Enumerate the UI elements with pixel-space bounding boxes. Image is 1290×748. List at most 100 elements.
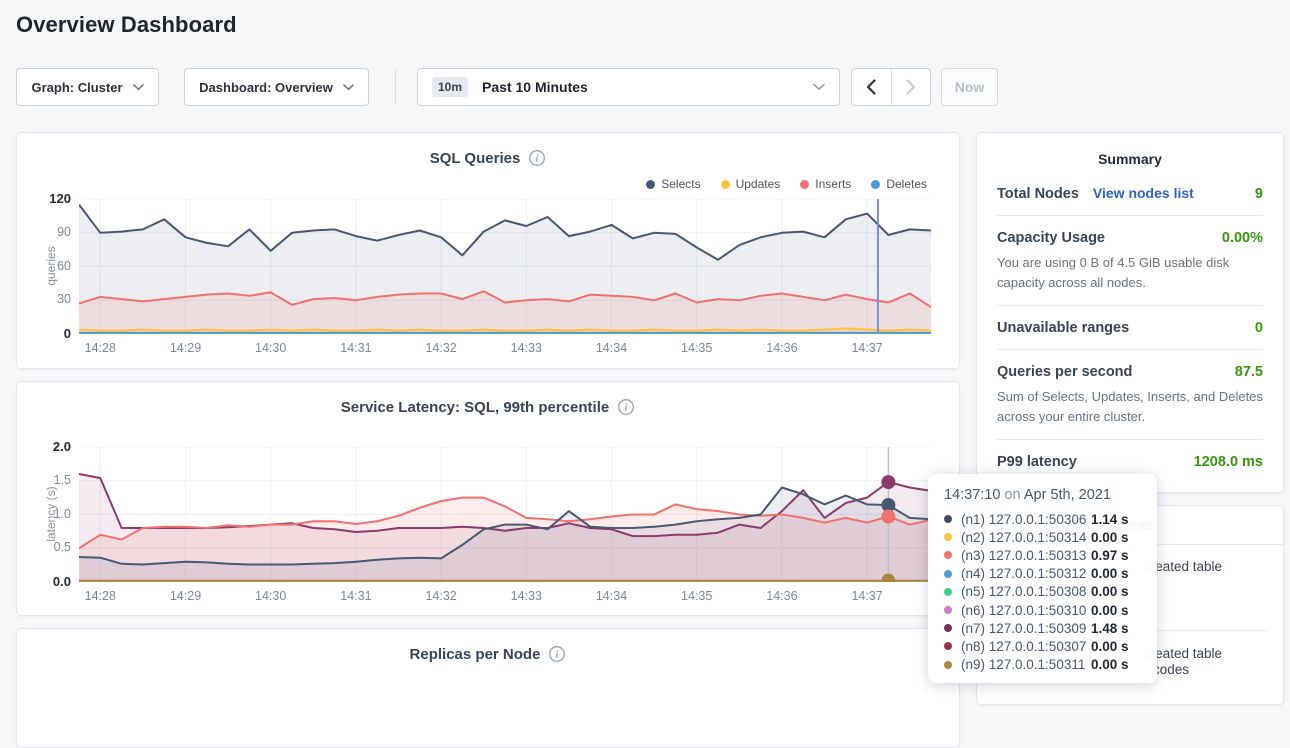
tooltip-node-value: 0.00 s bbox=[1091, 602, 1129, 618]
legend-label: Deletes bbox=[886, 177, 927, 191]
summary-metric-label: P99 latency bbox=[997, 454, 1077, 470]
dashboard-dropdown-label: Dashboard: Overview bbox=[199, 79, 333, 95]
legend-item-deletes[interactable]: Deletes bbox=[871, 177, 927, 191]
legend-item-updates[interactable]: Updates bbox=[720, 177, 780, 191]
chevron-down-icon bbox=[813, 83, 825, 91]
tooltip-row: (n8) 127.0.0.1:50307 0.00 s bbox=[944, 637, 1141, 655]
x-axis-tick: 14:31 bbox=[340, 589, 372, 603]
sql-queries-chart-title: SQL Queries bbox=[429, 149, 521, 167]
summary-row: Total Nodes View nodes list 9 bbox=[997, 171, 1263, 216]
tooltip-node-address: (n6) 127.0.0.1:50310 bbox=[961, 602, 1087, 618]
tooltip-node-value: 0.00 s bbox=[1091, 529, 1129, 545]
series-dot bbox=[944, 551, 952, 560]
tooltip-node-value: 1.14 s bbox=[1091, 511, 1129, 527]
legend-dot bbox=[800, 179, 810, 189]
chevron-right-icon bbox=[906, 79, 915, 95]
tooltip-node-address: (n7) 127.0.0.1:50309 bbox=[961, 620, 1087, 636]
tooltip-rows: (n1) 127.0.0.1:50306 1.14 s (n2) 127.0.0.1… bbox=[944, 510, 1141, 674]
x-axis-tick: 14:35 bbox=[681, 589, 713, 603]
graph-dropdown-label: Graph: Cluster bbox=[31, 79, 123, 95]
tooltip-row: (n9) 127.0.0.1:50311 0.00 s bbox=[944, 656, 1141, 674]
x-axis-tick: 14:31 bbox=[340, 341, 372, 355]
x-axis-tick: 14:33 bbox=[510, 589, 542, 603]
x-axis-tick: 14:36 bbox=[766, 589, 798, 603]
legend-label: Selects bbox=[661, 177, 701, 191]
summary-metric-label: Total Nodes bbox=[997, 186, 1079, 202]
y-axis-tick: 120 bbox=[49, 191, 71, 206]
summary-row: Queries per second 87.5 Sum of Selects, Up… bbox=[997, 350, 1263, 440]
x-axis-tick: 14:28 bbox=[84, 589, 116, 603]
tooltip-node-value: 0.00 s bbox=[1091, 584, 1129, 600]
view-nodes-list-link[interactable]: View nodes list bbox=[1092, 185, 1194, 201]
page: Overview Dashboard Graph: Cluster Dashbo… bbox=[16, 12, 1284, 748]
event-text-fragment: created table bbox=[1144, 559, 1223, 574]
summary-panel: Summary Total Nodes View nodes list 9 Capac… bbox=[976, 132, 1284, 493]
tooltip-node-address: (n1) 127.0.0.1:50306 bbox=[961, 511, 1087, 527]
prev-time-button[interactable] bbox=[852, 69, 891, 105]
info-icon[interactable]: i bbox=[528, 149, 546, 167]
summary-metric-value: 0 bbox=[1254, 320, 1263, 336]
service-latency-card-plot[interactable] bbox=[79, 447, 931, 582]
tooltip-node-address: (n3) 127.0.0.1:50313 bbox=[961, 547, 1087, 563]
event-text-fragment: codes bbox=[1153, 662, 1190, 677]
time-range-badge: 10m bbox=[432, 77, 469, 97]
y-axis-tick: 1.0 bbox=[53, 506, 71, 521]
tooltip-row: (n4) 127.0.0.1:50312 0.00 s bbox=[944, 565, 1141, 583]
x-axis-tick: 14:32 bbox=[425, 589, 457, 603]
legend-item-inserts[interactable]: Inserts bbox=[800, 177, 851, 191]
series-dot bbox=[944, 533, 952, 542]
summary-metric-description: You are using 0 B of 4.5 GiB usable disk… bbox=[997, 255, 1230, 290]
tooltip-row: (n2) 127.0.0.1:50314 0.00 s bbox=[944, 528, 1141, 546]
svg-text:i: i bbox=[625, 403, 628, 414]
sql-queries-card-plot[interactable] bbox=[79, 199, 931, 334]
info-icon[interactable]: i bbox=[617, 398, 635, 416]
info-icon[interactable]: i bbox=[548, 645, 566, 663]
time-range-dropdown[interactable]: 10m Past 10 Minutes bbox=[417, 68, 840, 106]
x-axis-tick: 14:36 bbox=[766, 341, 798, 355]
x-axis-tick: 14:34 bbox=[595, 589, 628, 603]
summary-row: Capacity Usage 0.00% You are using 0 B of … bbox=[997, 216, 1263, 306]
tooltip-node-value: 0.00 s bbox=[1091, 566, 1129, 582]
graph-dropdown[interactable]: Graph: Cluster bbox=[16, 68, 159, 106]
x-axis-tick: 14:34 bbox=[595, 341, 628, 355]
chevron-down-icon bbox=[132, 83, 144, 91]
x-axis-tick: 14:37 bbox=[851, 341, 883, 355]
summary-metric-description: Sum of Selects, Updates, Inserts, and De… bbox=[997, 389, 1263, 424]
tooltip-row: (n6) 127.0.0.1:50310 0.00 s bbox=[944, 601, 1141, 619]
y-axis-tick: 90 bbox=[57, 224, 71, 239]
chart-hover-tooltip: 14:37:10 on Apr 5th, 2021 (n1) 127.0.0.1… bbox=[928, 474, 1157, 683]
time-range-label: Past 10 Minutes bbox=[482, 79, 588, 95]
summary-metric-label: Unavailable ranges bbox=[997, 320, 1130, 336]
controls-divider bbox=[395, 69, 396, 105]
x-axis-tick: 14:29 bbox=[169, 341, 202, 355]
summary-metric-value: 1208.0 ms bbox=[1193, 454, 1263, 470]
x-axis-tick: 14:37 bbox=[851, 589, 883, 603]
summary-metric-label: Capacity Usage bbox=[997, 230, 1105, 246]
series-dot bbox=[944, 660, 952, 669]
y-axis-tick: 30 bbox=[57, 292, 71, 307]
legend-dot bbox=[646, 179, 656, 189]
x-axis-tick: 14:30 bbox=[255, 589, 287, 603]
legend-item-selects[interactable]: Selects bbox=[646, 177, 701, 191]
replicas-chart-title: Replicas per Node bbox=[409, 645, 541, 663]
event-text-fragment: created table bbox=[1144, 646, 1223, 661]
next-time-button[interactable] bbox=[890, 69, 931, 105]
svg-text:i: i bbox=[536, 154, 539, 165]
tooltip-node-value: 0.00 s bbox=[1091, 638, 1129, 654]
tooltip-row: (n5) 127.0.0.1:50308 0.00 s bbox=[944, 583, 1141, 601]
tooltip-node-address: (n4) 127.0.0.1:50312 bbox=[961, 566, 1087, 582]
series-dot bbox=[944, 606, 952, 615]
now-button[interactable]: Now bbox=[941, 68, 998, 106]
summary-metric-value: 9 bbox=[1254, 186, 1263, 202]
dashboard-dropdown[interactable]: Dashboard: Overview bbox=[184, 68, 369, 106]
x-axis-tick: 14:30 bbox=[255, 341, 287, 355]
sql-queries-card: SQL Queries i Selects Updates Inserts Delet… bbox=[16, 132, 960, 369]
summary-metric-label: Queries per second bbox=[997, 364, 1133, 380]
tooltip-row: (n7) 127.0.0.1:50309 1.48 s bbox=[944, 619, 1141, 637]
tooltip-node-address: (n5) 127.0.0.1:50308 bbox=[961, 584, 1087, 600]
summary-row: Unavailable ranges 0 bbox=[997, 306, 1263, 350]
legend-dot bbox=[720, 179, 730, 189]
svg-text:i: i bbox=[556, 650, 559, 661]
tooltip-node-address: (n9) 127.0.0.1:50311 bbox=[961, 657, 1086, 673]
replicas-per-node-card: Replicas per Node i bbox=[16, 628, 960, 748]
